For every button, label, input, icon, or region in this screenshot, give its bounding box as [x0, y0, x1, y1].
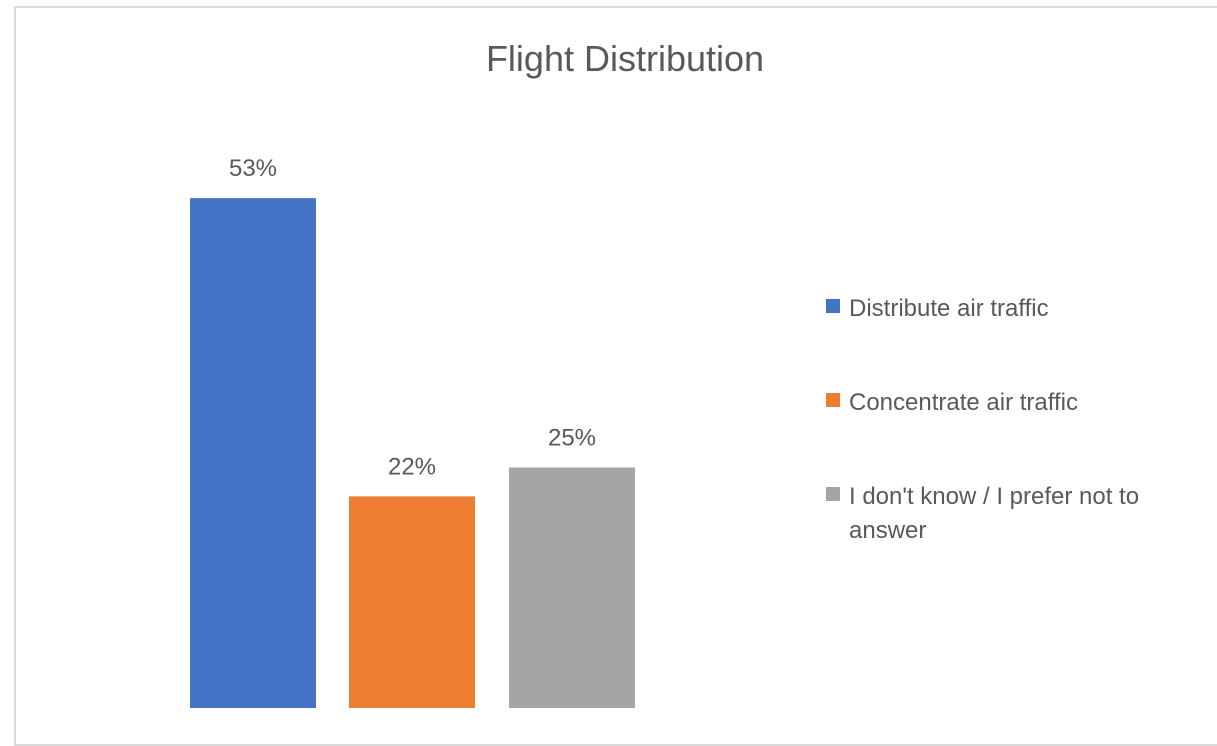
legend-item-distribute: Distribute air traffic [826, 292, 1209, 326]
legend-item-concentrate: Concentrate air traffic [826, 386, 1209, 420]
data-label-dont-know: 25% [548, 425, 596, 452]
legend-swatch-dont-know [826, 487, 840, 501]
bar-dont-know [509, 467, 635, 708]
legend-label-dont-know: I don't know / I prefer not to answer [849, 483, 1140, 544]
legend-label-concentrate: Concentrate air traffic [849, 389, 1078, 416]
legend-item-dont-know: I don't know / I prefer not to answer [826, 480, 1209, 548]
data-label-distribute: 53% [229, 155, 277, 182]
legend-swatch-concentrate [826, 393, 840, 407]
chart-title: Flight Distribution [485, 38, 765, 79]
bar-distribute [190, 198, 316, 708]
data-label-concentrate: 22% [388, 453, 436, 480]
legend-swatch-distribute [826, 299, 840, 313]
bar-concentrate [349, 496, 475, 708]
legend-label-distribute: Distribute air traffic [849, 295, 1049, 322]
